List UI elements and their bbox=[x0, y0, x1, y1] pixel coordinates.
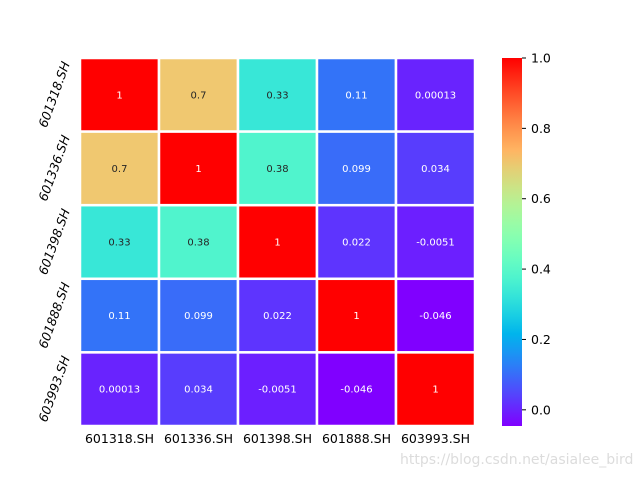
cell-value-label: 0.034 bbox=[421, 164, 450, 175]
x-tick-label: 601398.SH bbox=[243, 431, 312, 446]
heatmap-cell bbox=[78, 130, 161, 207]
heatmap-cell bbox=[394, 130, 477, 207]
heatmap-cell bbox=[394, 351, 477, 428]
cell-value-label: -0.0051 bbox=[416, 238, 455, 249]
cell-value-label: -0.046 bbox=[340, 385, 372, 396]
heatmap-cells: 1 0.7 0.33 0.11 0.00013 0.7 1 0.38 0.099 0.034 0.3… bbox=[78, 56, 477, 428]
cell-value-label: 0.7 bbox=[112, 164, 128, 175]
cell-value-label: 0.11 bbox=[108, 311, 130, 322]
colorbar-tick-label: 0.8 bbox=[531, 121, 551, 136]
y-tick-label: 601336.SH bbox=[35, 133, 73, 204]
cell-value-label: 0.099 bbox=[342, 164, 371, 175]
heatmap-cell bbox=[394, 277, 477, 354]
heatmap-cell bbox=[157, 56, 240, 133]
heatmap-cell bbox=[157, 351, 240, 428]
colorbar: 0.0 0.2 0.4 0.6 0.8 1.0 bbox=[502, 51, 551, 426]
cell-value-label: 0.034 bbox=[184, 385, 213, 396]
heatmap-cell bbox=[78, 351, 161, 428]
cell-value-label: 1 bbox=[353, 311, 359, 322]
cell-value-label: 1 bbox=[274, 238, 280, 249]
colorbar-tick-label: 0.6 bbox=[531, 191, 551, 206]
x-tick-label: 601318.SH bbox=[85, 431, 154, 446]
cell-value-label: 0.00013 bbox=[415, 90, 456, 101]
y-tick-label: 601318.SH bbox=[35, 59, 73, 130]
watermark-text: https://blog.csdn.net/asialee_bird bbox=[400, 452, 634, 468]
x-tick-label: 601888.SH bbox=[322, 431, 391, 446]
heatmap-cell bbox=[157, 203, 240, 281]
x-axis-tick-labels: 601318.SH 601336.SH 601398.SH 601888.SH 6039… bbox=[85, 431, 470, 446]
cell-value-label: 0.022 bbox=[342, 238, 371, 249]
heatmap-cell bbox=[236, 130, 319, 207]
cell-value-label: -0.046 bbox=[419, 311, 451, 322]
x-tick-label: 603993.SH bbox=[401, 431, 470, 446]
cell-value-label: 0.7 bbox=[191, 90, 207, 101]
cell-value-label: 0.022 bbox=[263, 311, 292, 322]
colorbar-tick-label: 0.2 bbox=[531, 332, 551, 347]
heatmap-cell bbox=[78, 56, 161, 133]
cell-value-label: -0.0051 bbox=[258, 385, 297, 396]
cell-value-label: 1 bbox=[195, 164, 201, 175]
colorbar-tick-label: 1.0 bbox=[531, 51, 551, 66]
cell-value-label: 0.00013 bbox=[99, 385, 140, 396]
cell-value-label: 1 bbox=[116, 90, 122, 101]
y-tick-label: 603993.SH bbox=[35, 353, 73, 424]
y-axis-tick-labels: 601318.SH601336.SH601398.SH601888.SH6039… bbox=[35, 59, 73, 424]
colorbar-gradient bbox=[502, 58, 522, 426]
y-tick-label: 601888.SH bbox=[35, 280, 73, 351]
x-tick-label: 601336.SH bbox=[164, 431, 233, 446]
heatmap-cell bbox=[315, 277, 398, 354]
cell-value-label: 0.33 bbox=[266, 90, 288, 101]
cell-value-label: 0.33 bbox=[108, 238, 130, 249]
colorbar-tick-label: 0.4 bbox=[531, 262, 551, 277]
heatmap-cell bbox=[236, 351, 319, 428]
cell-value-label: 0.11 bbox=[345, 90, 367, 101]
cell-value-label: 0.38 bbox=[266, 164, 288, 175]
heatmap-cell bbox=[157, 277, 240, 354]
cell-value-label: 1 bbox=[432, 385, 438, 396]
y-tick-label: 601398.SH bbox=[35, 206, 73, 277]
cell-value-label: 0.099 bbox=[184, 311, 213, 322]
heatmap-cell bbox=[315, 203, 398, 281]
cell-value-label: 0.38 bbox=[187, 238, 209, 249]
heatmap-cell bbox=[78, 277, 161, 354]
colorbar-tick-label: 0.0 bbox=[531, 402, 551, 417]
